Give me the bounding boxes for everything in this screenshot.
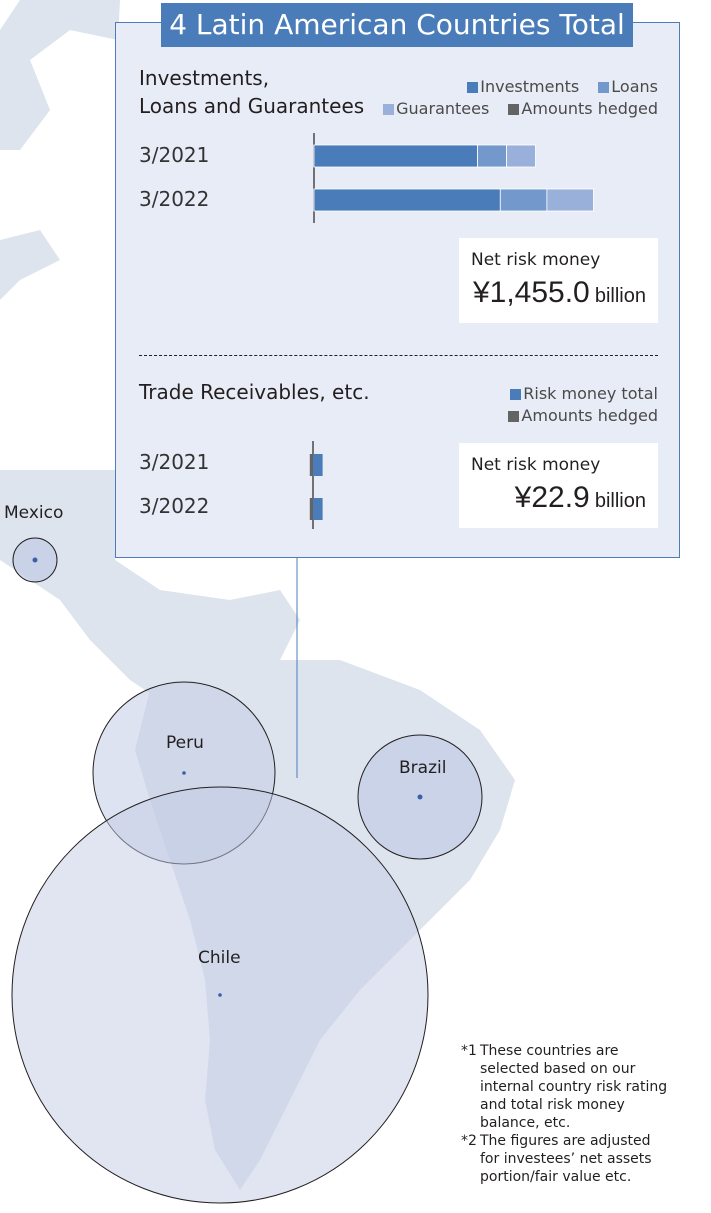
footnote-2-line: for investees’ net assets (480, 1151, 652, 1167)
section1-net-amount: ¥1,455.0 billion (473, 276, 646, 310)
section1-legend-row2: Guarantees Amounts hedged (383, 99, 658, 118)
brazil-dot (417, 794, 423, 800)
section1-net-unit: billion (594, 285, 646, 307)
footnote-1-line: balance, etc. (480, 1115, 571, 1131)
legend-amounts-hedged: Amounts hedged (508, 99, 658, 118)
legend-investments: Investments (467, 77, 579, 96)
bar-amounts-hedged-3-2022 (309, 498, 313, 520)
bar-investments-3-2021 (313, 144, 478, 168)
footnote-2: *2 The figures are adjusted for investee… (461, 1132, 701, 1186)
bar-amounts-hedged-3-2021 (309, 454, 313, 476)
legend-risk-total-label: Risk money total (523, 384, 658, 403)
section2-net-risk-box: Net risk money ¥22.9 billion (459, 443, 658, 528)
section1-period-2021: 3/2021 (139, 143, 210, 167)
country-center-dots (32, 557, 423, 997)
legend-amounts-hedged-label: Amounts hedged (521, 99, 658, 118)
section2-legend-row1: Risk money total (510, 384, 658, 403)
legend-hedged-label-2: Amounts hedged (521, 406, 658, 425)
section1-net-label: Net risk money (471, 250, 601, 270)
section2-net-unit: billion (594, 490, 646, 512)
risk-total-swatch (510, 389, 522, 400)
investments-swatch (467, 82, 479, 93)
section1-period-2022: 3/2022 (139, 187, 210, 211)
bar-risk-money-total-3-2021 (313, 454, 323, 476)
footnote-1-text: These countries are selected based on ou… (480, 1042, 667, 1132)
chile-dot (218, 993, 222, 997)
footnote-1-line: These countries are (480, 1043, 619, 1059)
footnote-2-mark: *2 (461, 1133, 477, 1149)
bar-investments-3-2022 (313, 188, 501, 212)
legend-loans-label: Loans (611, 77, 658, 96)
guarantees-swatch (383, 104, 395, 115)
section-divider (139, 355, 658, 356)
section1-bar-chart (313, 133, 594, 223)
mexico-dot (32, 557, 38, 563)
section2-net-amount: ¥22.9 billion (515, 481, 646, 515)
section1-net-value: ¥1,455.0 (472, 276, 590, 309)
hedged-swatch-2 (508, 411, 520, 422)
legend-guarantees-label: Guarantees (396, 99, 490, 118)
peru-dot (182, 771, 186, 775)
footnote-1: *1 These countries are selected based on… (461, 1042, 701, 1132)
section2-bar-chart (309, 441, 323, 529)
footnote-2-text: The figures are adjusted for investees’ … (480, 1132, 652, 1186)
bar-risk-money-total-3-2022 (313, 498, 323, 520)
section2-title: Trade Receivables, etc. (139, 380, 370, 404)
section1-title-line2: Loans and Guarantees (139, 94, 365, 118)
section2-net-label: Net risk money (471, 455, 601, 475)
footnote-2-line: The figures are adjusted (480, 1133, 651, 1149)
legend-guarantees: Guarantees (383, 99, 489, 118)
footnote-1-line: internal country risk rating (480, 1079, 668, 1095)
bar-guarantees-3-2021 (506, 144, 536, 168)
section2-period-2022: 3/2022 (139, 494, 210, 518)
section2-legend-row2: Amounts hedged (508, 406, 658, 425)
section2-period-2021: 3/2021 (139, 450, 210, 474)
footnote-1-line: and total risk money (480, 1097, 625, 1113)
legend-investments-label: Investments (480, 77, 580, 96)
country-label-mexico: Mexico (4, 503, 64, 523)
hedged-swatch (508, 104, 520, 115)
loans-swatch (598, 82, 610, 93)
bar-guarantees-3-2022 (546, 188, 594, 212)
footnotes: *1 These countries are selected based on… (461, 1042, 701, 1186)
section2-net-value: ¥22.9 (514, 481, 590, 514)
chart-title: 4 Latin American Countries Total (161, 3, 633, 47)
legend-loans: Loans (598, 77, 658, 96)
country-label-peru: Peru (166, 733, 204, 753)
footnote-1-mark: *1 (461, 1043, 477, 1059)
country-label-brazil: Brazil (399, 758, 447, 778)
country-label-chile: Chile (198, 948, 241, 968)
footnote-1-line: selected based on our (480, 1061, 636, 1077)
bar-loans-3-2021 (477, 144, 507, 168)
footnote-2-line: portion/fair value etc. (480, 1169, 632, 1185)
section1-title-line1: Investments, (139, 66, 270, 90)
section1-net-risk-box: Net risk money ¥1,455.0 billion (459, 238, 658, 323)
risk-panel: Investments, Loans and Guarantees Invest… (115, 22, 680, 558)
section1-legend-row1: Investments Loans (467, 77, 658, 96)
bar-loans-3-2022 (499, 188, 548, 212)
